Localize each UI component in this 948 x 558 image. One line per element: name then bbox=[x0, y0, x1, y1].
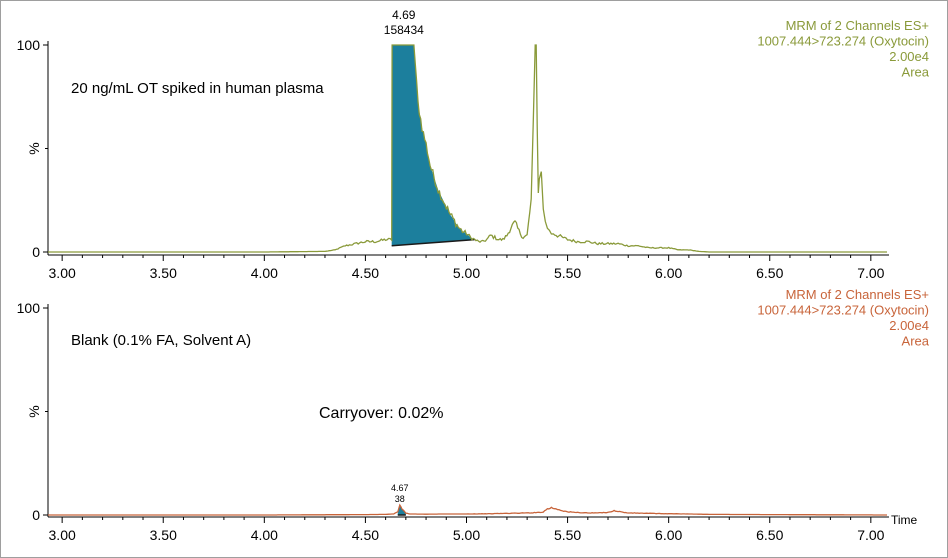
panel-annotation: 20 ng/mL OT spiked in human plasma bbox=[71, 80, 324, 97]
channel-info-line: MRM of 2 Channels ES+ bbox=[786, 18, 929, 33]
x-tick-label: 7.00 bbox=[857, 265, 884, 281]
x-tick-label: 5.50 bbox=[554, 265, 581, 281]
channel-info-line: 2.00e4 bbox=[889, 318, 929, 333]
y-tick-label: 0 bbox=[32, 244, 40, 260]
x-tick-label: 4.00 bbox=[251, 265, 278, 281]
chart-panel-1: 0 100% 3.00 3.50 4.00 4.50 5.00 5.50 6.00 6.50 7.0… bbox=[17, 8, 930, 281]
peak-rt-label: 4.67 bbox=[391, 483, 409, 493]
x-tick-label: 6.00 bbox=[655, 265, 682, 281]
integrated-peak-area bbox=[391, 45, 475, 246]
channel-info-line: 1007.444>723.274 (Oxytocin) bbox=[757, 303, 929, 318]
x-tick-label: 4.50 bbox=[352, 265, 379, 281]
x-tick-label: 5.00 bbox=[453, 265, 480, 281]
x-tick-label: 6.00 bbox=[655, 527, 682, 543]
peak-area-label: 158434 bbox=[384, 23, 424, 37]
x-tick-label: 5.00 bbox=[453, 527, 480, 543]
panel-annotation: Blank (0.1% FA, Solvent A) bbox=[71, 332, 251, 349]
chromatogram-trace bbox=[48, 503, 887, 516]
carryover-annotation: Carryover: 0.02% bbox=[319, 405, 444, 422]
y-tick-label: 100 bbox=[17, 37, 41, 53]
y-tick-label: 0 bbox=[32, 507, 40, 523]
x-tick-label: 5.50 bbox=[554, 527, 581, 543]
x-tick-label: 3.50 bbox=[150, 527, 177, 543]
channel-info-line: MRM of 2 Channels ES+ bbox=[786, 287, 929, 302]
chromatogram-trace bbox=[48, 44, 887, 253]
y-tick-label: 100 bbox=[17, 300, 41, 316]
peak-baseline bbox=[391, 238, 475, 247]
x-tick-label: 6.50 bbox=[756, 265, 783, 281]
x-tick-label: 7.00 bbox=[857, 527, 884, 543]
x-axis-label: Time bbox=[891, 513, 918, 527]
x-tick-label: 6.50 bbox=[756, 527, 783, 543]
peak-area-label: 38 bbox=[395, 494, 405, 504]
y-axis-label: % bbox=[26, 142, 42, 154]
channel-info-line: 1007.444>723.274 (Oxytocin) bbox=[757, 34, 929, 49]
channel-info-line: 2.00e4 bbox=[889, 49, 929, 64]
x-tick-label: 3.50 bbox=[150, 265, 177, 281]
peak-rt-label: 4.69 bbox=[392, 8, 416, 22]
x-tick-label: 4.50 bbox=[352, 527, 379, 543]
channel-info-line: Area bbox=[902, 334, 930, 349]
x-tick-label: 3.00 bbox=[49, 527, 76, 543]
chart-panel-2: 0 100% 3.00 3.50 4.00 4.50 5.00 5.50 6.00 6.50 7.0… bbox=[17, 287, 930, 543]
y-axis-label: % bbox=[26, 405, 42, 417]
channel-info-line: Area bbox=[902, 65, 930, 80]
x-tick-label: 3.00 bbox=[49, 265, 76, 281]
x-tick-label: 4.00 bbox=[251, 527, 278, 543]
